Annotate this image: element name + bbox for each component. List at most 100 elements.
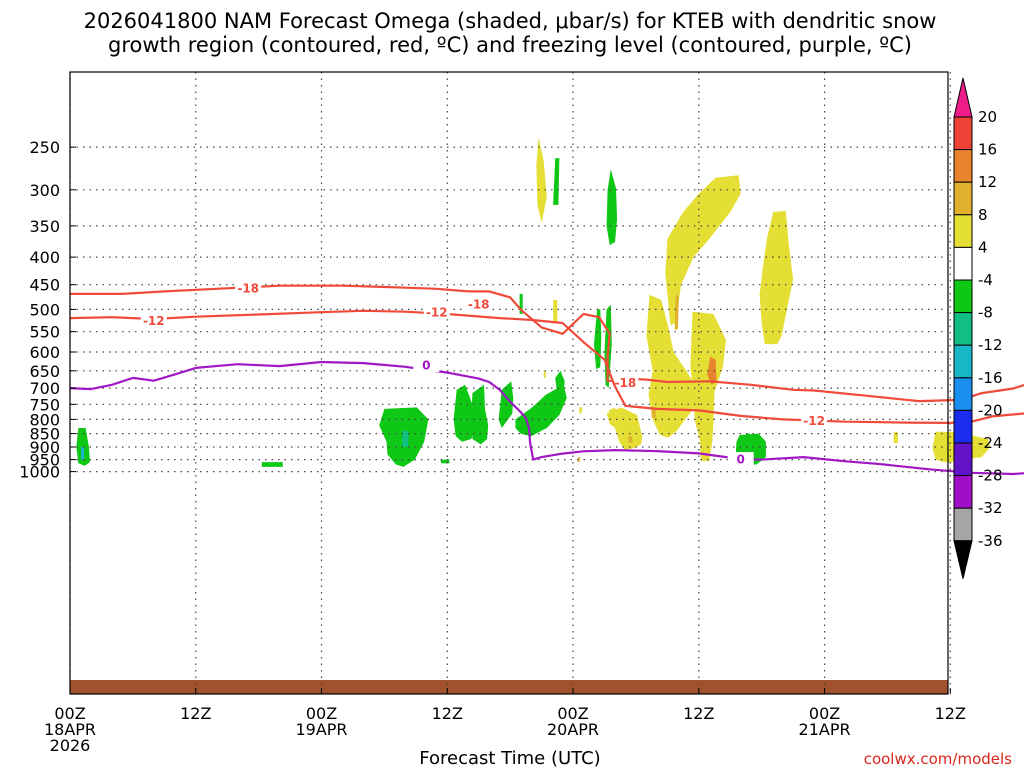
omega-region-7 <box>690 311 726 461</box>
omega-region-3 <box>665 175 741 326</box>
x-tick-label-24-1: 19APR <box>295 720 347 739</box>
contour-label-bg <box>423 305 450 320</box>
y-tick-label-650: 650 <box>29 362 60 381</box>
x-tick-label-0-0: 00Z <box>54 704 85 723</box>
contour-label-bg <box>465 297 492 312</box>
colorbar-swatch-2 <box>953 149 973 183</box>
y-tick-label-750: 750 <box>29 395 60 414</box>
omega-region-5 <box>674 294 679 330</box>
y-tick-label-1000: 1000 <box>19 463 60 482</box>
omega-region-34 <box>746 433 751 439</box>
contour-label-bg <box>413 358 440 372</box>
chart-title-line-1: 2026041800 NAM Forecast Omega (shaded, μ… <box>84 9 937 33</box>
colorbar-label-4: 4 <box>978 238 988 256</box>
contour-label-bg <box>140 313 167 328</box>
y-tick-label-250: 250 <box>29 138 60 157</box>
omega-region-28 <box>555 370 565 395</box>
contour-label-0-2: -18 <box>615 376 637 390</box>
contour-line-2 <box>69 360 1024 476</box>
y-tick-label-400: 400 <box>29 248 60 267</box>
omega-region-2 <box>606 169 618 246</box>
contour-label-1-2: -12 <box>803 414 825 428</box>
contour-label-1-1: -12 <box>426 306 448 320</box>
colorbar-swatch-11 <box>953 442 973 477</box>
y-tick-label-550: 550 <box>29 323 60 342</box>
colorbar-swatch-10 <box>953 409 973 444</box>
colorbar-label-11: -28 <box>978 467 1003 485</box>
x-tick-label-84-0: 12Z <box>935 704 966 723</box>
y-tick-label-300: 300 <box>29 181 60 200</box>
y-tick-label-450: 450 <box>29 276 60 295</box>
x-tick-label-48-0: 00Z <box>557 704 588 723</box>
colorbar-label-8: -16 <box>978 369 1003 387</box>
colorbar-swatch-4 <box>953 214 973 248</box>
omega-region-1 <box>553 158 560 205</box>
colorbar-swatch-9 <box>953 377 973 411</box>
colorbar-label-10: -24 <box>978 434 1003 452</box>
colorbar-label-9: -20 <box>978 401 1003 419</box>
omega-region-11 <box>651 407 656 418</box>
omega-region-14 <box>543 370 546 378</box>
omega-region-10 <box>628 436 633 443</box>
contour-label-2-0: 0 <box>422 359 430 373</box>
colorbar-swatch-5 <box>953 246 973 281</box>
omega-region-13 <box>893 432 898 443</box>
x-tick-label-0-1: 18APR <box>44 720 96 739</box>
x-axis-title: Forecast Time (UTC) <box>419 748 600 768</box>
omega-region-23 <box>261 462 283 467</box>
colorbar-swatch-13 <box>953 507 973 542</box>
x-tick-label-72-1: 21APR <box>799 720 851 739</box>
omega-region-32 <box>553 299 558 323</box>
omega-region-19 <box>81 447 85 460</box>
omega-region-15 <box>579 407 583 414</box>
omega-region-25 <box>471 384 489 445</box>
y-axis: 2503003504004505005506006507007508008509… <box>19 138 76 482</box>
colorbar-label-5: -4 <box>978 271 993 289</box>
omega-region-16 <box>577 457 581 463</box>
contour-label-0-1: -18 <box>468 298 490 312</box>
x-tick-label-72-0: 00Z <box>809 704 840 723</box>
x-tick-label-60-0: 12Z <box>683 704 714 723</box>
omega-shading-layer <box>76 137 991 467</box>
contour-line-0 <box>70 284 1024 403</box>
contour-label-bg <box>801 413 828 428</box>
omega-region-0 <box>536 137 547 223</box>
colorbar-label-6: -8 <box>978 304 993 322</box>
omega-region-17 <box>608 407 618 420</box>
contour-label-1-0: -12 <box>143 314 165 328</box>
y-tick-label-350: 350 <box>29 217 60 236</box>
colorbar-swatch-7 <box>953 312 973 346</box>
x-tick-label-48-1: 20APR <box>547 720 599 739</box>
colorbar-swatch-1 <box>953 116 973 151</box>
x-tick-label-12-0: 12Z <box>180 704 211 723</box>
y-tick-label-600: 600 <box>29 343 60 362</box>
omega-region-6 <box>646 294 697 438</box>
x-tick-label-24-0: 00Z <box>306 704 337 723</box>
y-tick-label-850: 850 <box>29 425 60 444</box>
colorbar-bottom-arrow <box>953 540 973 579</box>
y-tick-label-800: 800 <box>29 410 60 429</box>
plot-frame <box>69 71 949 695</box>
contour-label-bg <box>727 452 754 467</box>
colorbar-label-3: 8 <box>978 206 988 224</box>
contour-layer: -18 -18 -18 -12 -12 -12 0 0 <box>69 280 1024 476</box>
x-tick-label-36-0: 12Z <box>432 704 463 723</box>
colorbar-label-7: -12 <box>978 336 1003 354</box>
colorbar-label-2: 12 <box>978 173 997 191</box>
contour-label-bg <box>235 280 262 295</box>
omega-region-24 <box>453 384 475 442</box>
y-tick-label-700: 700 <box>29 379 60 398</box>
colorbar-label-12: -32 <box>978 499 1003 517</box>
y-tick-label-950: 950 <box>29 451 60 470</box>
chart-title-line-2: growth region (contoured, red, ºC) and f… <box>108 33 912 57</box>
site-credit: coolwx.com/models <box>864 750 1012 768</box>
omega-region-21 <box>402 430 409 447</box>
colorbar-label-13: -36 <box>978 532 1003 550</box>
colorbar-swatch-8 <box>953 344 973 379</box>
colorbar-label-0: 20 <box>978 108 997 126</box>
colorbar-top-arrow <box>953 77 973 118</box>
contour-label-2-1: 0 <box>737 453 745 467</box>
omega-region-4 <box>759 210 794 345</box>
